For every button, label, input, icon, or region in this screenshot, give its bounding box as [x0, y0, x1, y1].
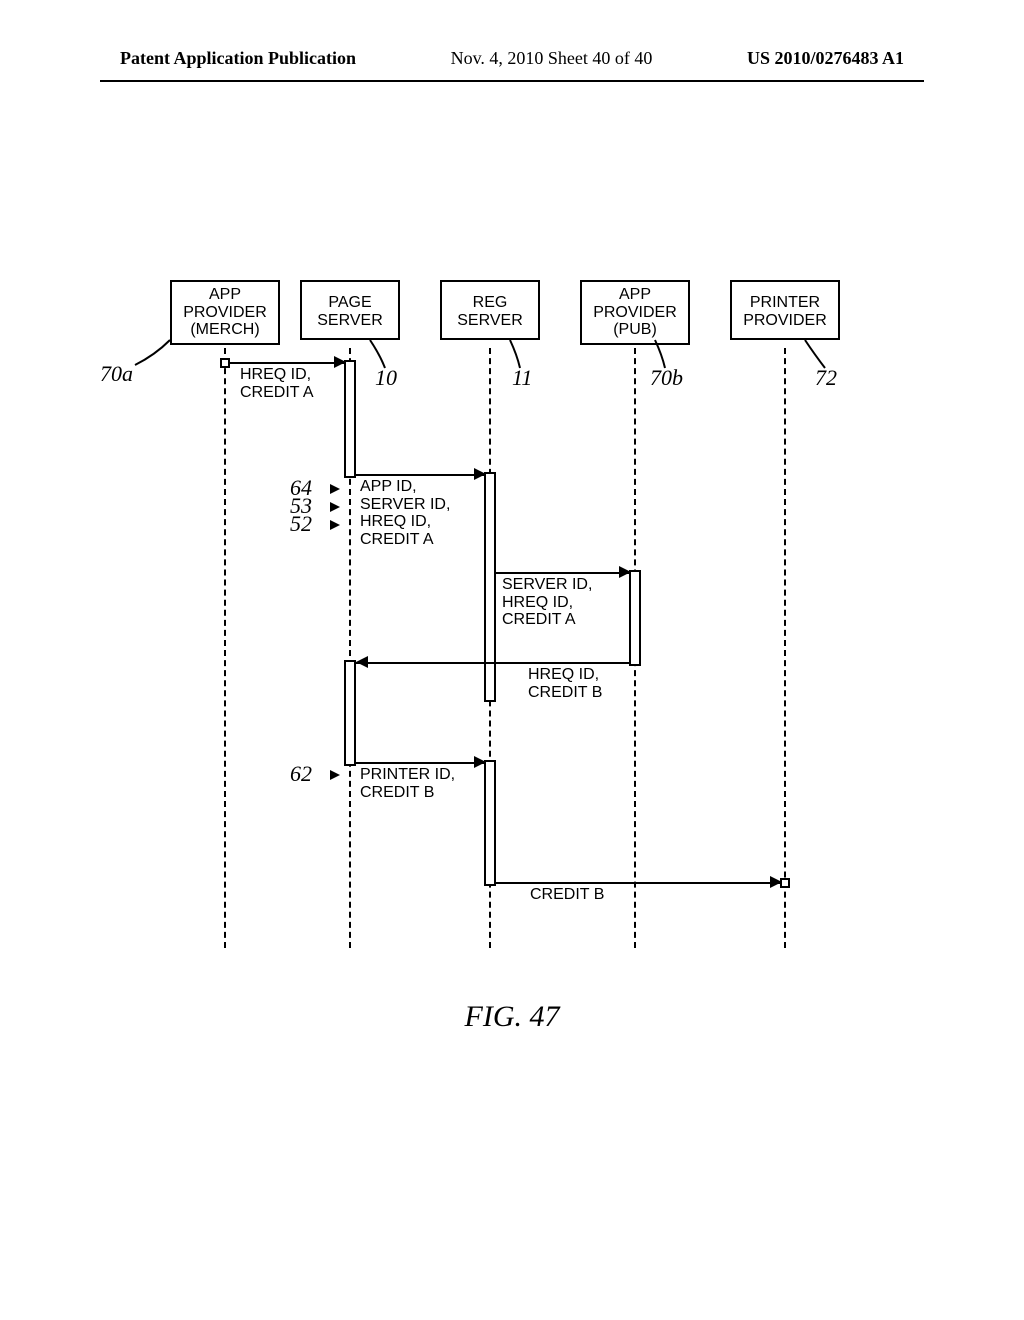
ref-11: 11: [512, 366, 532, 390]
figure-caption: FIG. 47: [0, 1000, 1024, 1034]
msg5-line: [356, 762, 484, 764]
msg6-label: CREDIT B: [530, 886, 604, 904]
msg2-label: APP ID,SERVER ID,HREQ ID,CREDIT A: [360, 478, 450, 548]
ref-62: 62: [290, 762, 312, 786]
activation-pub-1: [629, 570, 641, 666]
msg1-arrow: [334, 356, 346, 368]
header-right: US 2010/0276483 A1: [747, 48, 904, 69]
msg6-line: [496, 882, 780, 884]
lifeline-printer: [784, 348, 786, 948]
msg1-line: [230, 362, 344, 364]
ref-10: 10: [375, 366, 397, 390]
ref-72: 72: [815, 366, 837, 390]
leader-70a: [130, 340, 180, 370]
activation-reg-1: [484, 472, 496, 702]
ref-70b: 70b: [650, 366, 683, 390]
ref-52-arrow: [330, 520, 340, 530]
msg2-arrow: [474, 468, 486, 480]
ref-62-arrow: [330, 770, 340, 780]
header-mid: Nov. 4, 2010 Sheet 40 of 40: [451, 48, 653, 69]
ref-52: 52: [290, 512, 312, 536]
ref-53-arrow: [330, 502, 340, 512]
sequence-diagram: APPPROVIDER(MERCH) PAGESERVER REGSERVER …: [170, 280, 870, 960]
header-left: Patent Application Publication: [120, 48, 356, 69]
activation-page-2: [344, 660, 356, 766]
box-printer-provider: PRINTERPROVIDER: [730, 280, 840, 340]
msg4-arrow: [356, 656, 368, 668]
msg3-arrow: [619, 566, 631, 578]
msg4-line: [356, 662, 629, 664]
box-app-pub: APPPROVIDER(PUB): [580, 280, 690, 345]
ref-70a: 70a: [100, 362, 133, 386]
msg6-arrow: [770, 876, 782, 888]
msg5-arrow: [474, 756, 486, 768]
msg3-label: SERVER ID,HREQ ID,CREDIT A: [502, 576, 592, 629]
msg1-label: HREQ ID,CREDIT A: [240, 366, 314, 401]
msg2-line: [356, 474, 484, 476]
activation-merch-start: [220, 358, 230, 368]
ref-64-arrow: [330, 484, 340, 494]
page-header: Patent Application Publication Nov. 4, 2…: [0, 48, 1024, 69]
activation-page-1: [344, 360, 356, 478]
msg5-label: PRINTER ID,CREDIT B: [360, 766, 455, 801]
msg4-label: HREQ ID,CREDIT B: [528, 666, 602, 701]
lifeline-merch: [224, 348, 226, 948]
box-page-server: PAGESERVER: [300, 280, 400, 340]
activation-reg-2: [484, 760, 496, 886]
box-app-merch: APPPROVIDER(MERCH): [170, 280, 280, 345]
box-reg-server: REGSERVER: [440, 280, 540, 340]
msg3-line: [496, 572, 629, 574]
header-rule: [100, 80, 924, 82]
